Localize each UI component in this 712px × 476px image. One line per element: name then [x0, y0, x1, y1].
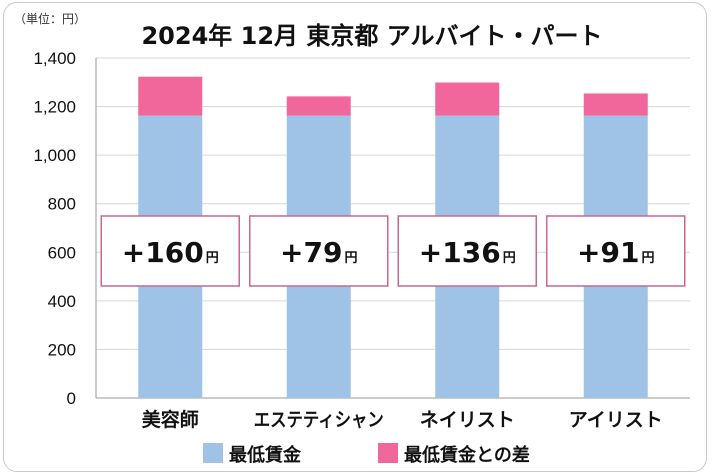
- x-category-label: ネイリスト: [420, 409, 515, 431]
- callout-label: +160 円: [122, 236, 219, 269]
- difference-callout: +160 円: [100, 215, 240, 287]
- legend-swatch: [378, 443, 398, 463]
- y-tick-label: 1,200: [33, 98, 76, 117]
- y-tick-label: 400: [48, 292, 76, 311]
- y-tick-label: 1,000: [33, 146, 76, 165]
- legend-item: 最低賃金との差: [378, 443, 530, 466]
- callout-label: +79 円: [280, 236, 357, 269]
- callout-box: [397, 215, 537, 287]
- y-tick-label: 1,400: [33, 49, 76, 68]
- y-tick-label: 600: [48, 243, 76, 262]
- bar-segment-difference: [138, 76, 203, 116]
- legend-label: 最低賃金: [229, 444, 302, 466]
- legend-swatch: [203, 443, 223, 463]
- y-tick-label: 0: [67, 389, 76, 408]
- x-category-label: エステティシャン: [254, 409, 384, 431]
- callout-label: +91 円: [577, 236, 654, 269]
- y-tick-label: 200: [48, 340, 76, 359]
- callout-box: [100, 215, 240, 287]
- bar-segment-difference: [583, 93, 648, 116]
- difference-callout: +79 円: [249, 215, 389, 287]
- callout-label: +136 円: [419, 236, 516, 269]
- chart-title: 2024年 12月 東京都 アルバイト・パート: [141, 22, 602, 50]
- legend-item: 最低賃金: [203, 443, 302, 466]
- y-axis-ticks: 0 200 400 600 800 1,000 1,200 1,400: [33, 49, 76, 408]
- difference-annotations: +160 円 +79 円 +136 円 +91 円: [100, 215, 686, 287]
- callout-box: [249, 215, 389, 287]
- y-tick-label: 800: [48, 195, 76, 214]
- x-category-label: 美容師: [142, 408, 199, 431]
- bar-segment-difference: [435, 82, 500, 116]
- x-category-label: アイリスト: [569, 409, 663, 431]
- difference-callout: +136 円: [397, 215, 537, 287]
- callout-box: [546, 215, 686, 287]
- legend: 最低賃金 最低賃金との差: [203, 443, 530, 466]
- x-axis-categories: 美容師 エステティシャン ネイリスト アイリスト: [142, 408, 663, 431]
- difference-callout: +91 円: [546, 215, 686, 287]
- unit-label: （単位：円）: [14, 11, 86, 26]
- bar-segment-difference: [286, 96, 351, 116]
- legend-label: 最低賃金との差: [404, 444, 530, 466]
